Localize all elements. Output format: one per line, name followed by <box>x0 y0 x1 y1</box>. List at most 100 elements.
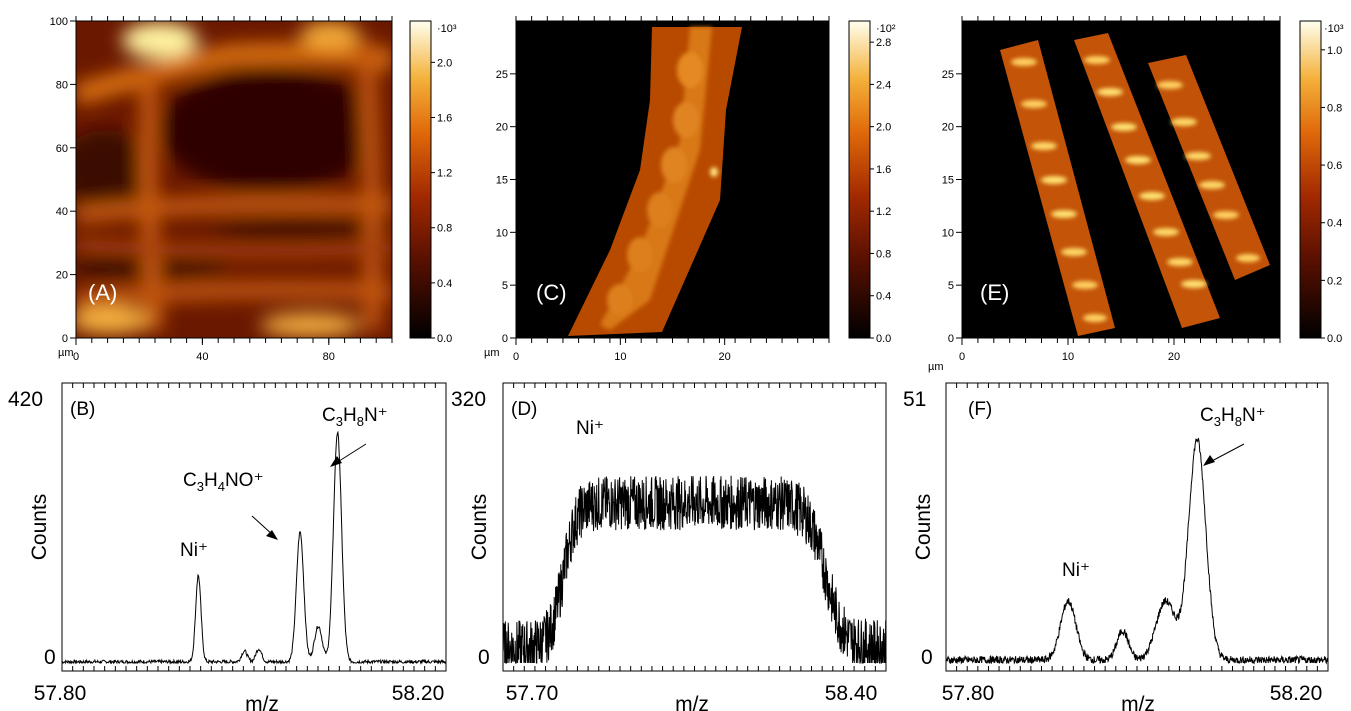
panel-a-xtick-label: 80 <box>323 351 335 363</box>
panel-a-ytick-label: 100 <box>50 16 68 28</box>
panel-a-unit: µm <box>58 347 74 359</box>
panel-f-ticks <box>945 383 1329 671</box>
panel-c-colorbar-tick-label: 0.0 <box>876 333 891 345</box>
panel-d-label: (D) <box>511 399 537 420</box>
panel-c-colorbar-tick-label: 2.4 <box>876 79 891 91</box>
panel-f-ytick-min: 0 <box>921 646 933 669</box>
panel-d-series-line <box>502 475 887 664</box>
panel-a-xtick-label: 0 <box>73 351 79 363</box>
panel-e-colorbar-ticks: 0.0 0.2 0.4 0.6 0.8 1.0 <box>1321 45 1342 345</box>
panel-e-fiber-2 <box>1074 33 1220 328</box>
panel-f-xtick-min: 57.80 <box>942 682 995 705</box>
panel-c-colorbar-tick-label: 2.0 <box>876 122 891 134</box>
panel-f-ylabel: Counts <box>912 494 935 561</box>
panel-c-colorbar-tick-label: 1.2 <box>876 206 891 218</box>
panel-b-xtick-max: 58.20 <box>392 682 445 705</box>
panel-c-axes: 0 10 20 0 5 10 15 20 25 <box>496 16 830 363</box>
panel-e-fiber-3 <box>1148 55 1270 280</box>
panel-e-colorbar-tick-label: 0.6 <box>1327 160 1342 172</box>
panel-d-ylabel: Counts <box>468 494 491 561</box>
panel-c-xtick-label: 10 <box>614 351 626 363</box>
panel-e-ytick-label: 15 <box>942 175 954 187</box>
panel-e-colorbar-multiplier: ·10³ <box>1324 23 1344 35</box>
panel-d-ticks <box>502 383 887 671</box>
panel-d-ytick-min: 0 <box>478 646 490 669</box>
panel-e-fiber-1 <box>1000 40 1115 336</box>
panel-a-colorbar-tick-label: 0.0 <box>437 333 452 345</box>
panel-f-arrow-c3h8n <box>1203 443 1245 466</box>
panel-f-peak-c3h8n: C3H8N⁺ <box>1200 405 1266 429</box>
panel-a-ytick-label: 0 <box>62 333 68 345</box>
panel-c-ytick-label: 0 <box>502 333 508 345</box>
panel-e-ytick-label: 0 <box>948 333 954 345</box>
panel-b-peak-c3h8n: C3H8N⁺ <box>322 405 388 429</box>
panel-d-ytick-max: 320 <box>451 388 486 411</box>
panel-c-image <box>515 20 830 339</box>
panel-d-frame <box>502 382 887 672</box>
panel-a-colorbar <box>409 20 432 339</box>
panel-e-bands <box>1011 56 1260 322</box>
panel-f-peak-ni: Ni⁺ <box>1062 560 1090 581</box>
panel-e-ytick-label: 5 <box>948 280 954 292</box>
panel-b-frame <box>61 382 447 672</box>
panel-a-label: (A) <box>88 280 117 305</box>
panel-b-ylabel: Counts <box>28 494 51 561</box>
panel-e-colorbar-tick-label: 0.8 <box>1327 102 1342 114</box>
panel-c-fiber-detail <box>600 27 718 330</box>
panel-d-xtick-min: 57.70 <box>506 682 559 705</box>
panel-a-colorbar-tick-label: 1.2 <box>437 168 452 180</box>
panel-a-xtick-label: 40 <box>196 351 208 363</box>
panel-a-colorbar-ticks: 0.0 0.4 0.8 1.2 1.6 2.0 <box>431 57 452 345</box>
panel-a-axes: 0 40 80 0 20 40 60 80 100 <box>50 16 393 363</box>
panel-e-label: (E) <box>980 280 1009 305</box>
panel-e-colorbar-tick-label: 0.4 <box>1327 218 1342 230</box>
panel-c-xtick-label: 0 <box>513 351 519 363</box>
panel-d-peak-ni: Ni⁺ <box>576 418 604 439</box>
panel-a-image <box>75 20 393 339</box>
panel-f-xlabel: m/z <box>1121 693 1155 711</box>
panel-b-ytick-max: 420 <box>8 388 43 411</box>
panel-e-ytick-label: 25 <box>942 69 954 81</box>
panel-d-xtick-max: 58.40 <box>825 682 878 705</box>
panel-e-unit: µm <box>928 361 944 373</box>
panel-b-peak-c3h4no: C3H4NO⁺ <box>183 470 263 494</box>
panel-e-image <box>961 20 1281 339</box>
panel-a-colorbar-multiplier: ·10³ <box>437 23 457 35</box>
panel-b-ticks <box>61 383 447 671</box>
panel-c-label: (C) <box>536 280 567 305</box>
panel-a-colorbar-tick-label: 1.6 <box>437 112 452 124</box>
panel-a-ytick-label: 60 <box>56 143 68 155</box>
panel-c-colorbar <box>848 20 871 339</box>
panel-a-ytick-label: 20 <box>56 270 68 282</box>
panel-f-label: (F) <box>968 399 992 420</box>
panel-b-xtick-min: 57.80 <box>34 682 87 705</box>
panel-c-colorbar-tick-label: 0.8 <box>876 248 891 260</box>
panel-b-arrow-c3h4no <box>251 515 278 540</box>
panel-e-ytick-label: 20 <box>942 122 954 134</box>
panel-c-ytick-label: 5 <box>502 280 508 292</box>
panel-e-ytick-label: 10 <box>942 227 954 239</box>
panel-b-series-line <box>61 430 447 665</box>
panel-e-colorbar-tick-label: 0.0 <box>1327 333 1342 345</box>
panel-e-xtick-label: 10 <box>1062 351 1074 363</box>
panel-c-colorbar-tick-label: 1.6 <box>876 164 891 176</box>
panel-f-series-line <box>945 437 1329 665</box>
panel-c-colorbar-tick-label: 2.8 <box>876 37 891 49</box>
panel-b-peak-ni: Ni⁺ <box>180 540 208 561</box>
panel-c-ytick-label: 10 <box>496 227 508 239</box>
panel-d-xlabel: m/z <box>675 693 709 711</box>
panel-f-frame <box>945 382 1329 672</box>
panel-e-colorbar-tick-label: 0.2 <box>1327 275 1342 287</box>
panel-c-colorbar-tick-label: 0.4 <box>876 291 891 303</box>
panel-b-label: (B) <box>70 399 95 420</box>
panel-a-ytick-label: 40 <box>56 206 68 218</box>
panel-b-xlabel: m/z <box>245 693 279 711</box>
panel-e-colorbar <box>1299 20 1322 339</box>
panel-a-texture <box>76 21 392 337</box>
panel-e-xtick-label: 20 <box>1168 351 1180 363</box>
panel-a-colorbar-tick-label: 2.0 <box>437 57 452 69</box>
panel-c-ytick-label: 20 <box>496 122 508 134</box>
panel-c-ytick-label: 15 <box>496 175 508 187</box>
panel-c-xtick-label: 20 <box>719 351 731 363</box>
